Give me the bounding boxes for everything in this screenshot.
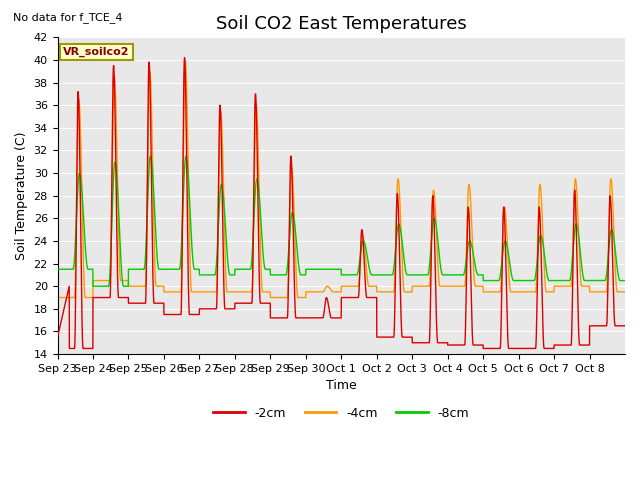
Text: VR_soilco2: VR_soilco2 — [63, 47, 130, 57]
Y-axis label: Soil Temperature (C): Soil Temperature (C) — [15, 132, 28, 260]
X-axis label: Time: Time — [326, 379, 356, 392]
Legend: -2cm, -4cm, -8cm: -2cm, -4cm, -8cm — [209, 402, 474, 424]
Text: No data for f_TCE_4: No data for f_TCE_4 — [13, 12, 122, 23]
Title: Soil CO2 East Temperatures: Soil CO2 East Temperatures — [216, 15, 467, 33]
